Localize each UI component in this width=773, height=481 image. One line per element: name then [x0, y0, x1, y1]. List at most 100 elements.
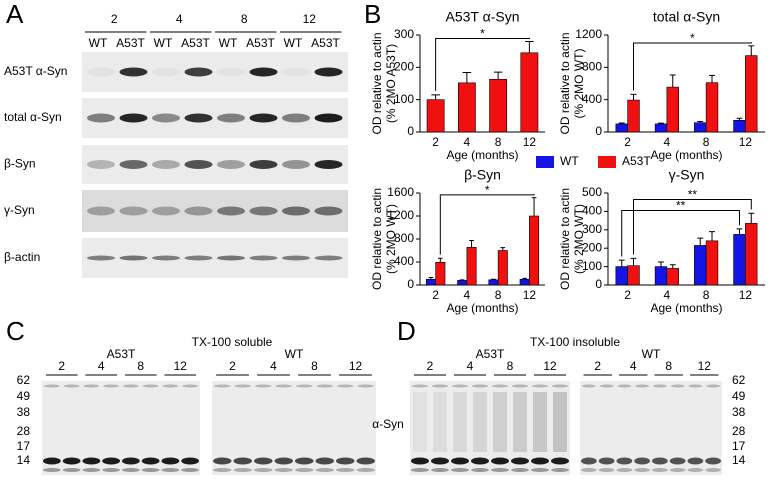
blot-band — [314, 113, 343, 123]
y-axis-label: OD relative to actin — [370, 32, 384, 134]
y-tick-label: 200 — [394, 60, 414, 74]
blot-band — [357, 384, 374, 388]
blot-band — [249, 160, 278, 169]
panel-label: B — [364, 0, 381, 29]
blot-band — [337, 384, 354, 388]
blot-band — [184, 113, 213, 123]
significance-label: * — [480, 27, 485, 41]
y-tick-label: 400 — [582, 92, 602, 106]
error-bar — [491, 278, 496, 280]
age-label: 2 — [427, 359, 434, 373]
blot-band — [43, 468, 61, 472]
group-label: A53T — [476, 347, 505, 361]
blot-band — [653, 384, 667, 388]
significance-label: ** — [676, 199, 686, 213]
age-label: 2 — [111, 12, 118, 26]
blot-band — [234, 384, 251, 388]
y-tick-label: 300 — [582, 222, 602, 236]
y-tick-label: 400 — [582, 204, 602, 218]
blot-band — [152, 113, 180, 123]
bar — [694, 122, 707, 133]
significance-label: ** — [688, 188, 698, 202]
bar — [627, 99, 640, 133]
blot-band — [296, 384, 313, 388]
blot-band — [431, 468, 449, 472]
blot-smear — [533, 392, 547, 452]
blot-band — [184, 67, 213, 77]
bar — [615, 123, 628, 133]
blot-band — [531, 468, 549, 472]
blot-band — [249, 255, 278, 261]
error-bar — [459, 279, 465, 281]
y-axis-label: (% 2MO WT) — [572, 49, 586, 119]
bar — [426, 99, 445, 133]
error-bar — [431, 94, 440, 100]
significance-label: * — [485, 183, 490, 197]
blot-band — [598, 468, 615, 472]
blot-band — [274, 468, 293, 472]
blot-band — [123, 384, 139, 388]
blot-band — [63, 384, 80, 388]
age-label: 12 — [174, 359, 188, 373]
mw-marker: 28 — [17, 424, 31, 438]
age-label: 2 — [594, 359, 601, 373]
error-bar — [437, 257, 443, 263]
significance-bracket — [621, 209, 740, 257]
blot-band — [44, 384, 60, 388]
lane-label: A53T — [181, 36, 210, 50]
y-tick-label: 0 — [407, 124, 414, 138]
y-tick-label: 400 — [394, 254, 414, 268]
row-label: β-actin — [4, 250, 40, 264]
blot-band — [282, 113, 310, 123]
y-axis-label: (% 2MO A53T) — [384, 44, 398, 123]
blot-band — [491, 457, 509, 465]
blot-smear — [433, 392, 447, 452]
blot-band — [152, 206, 180, 216]
mw-marker: 14 — [17, 453, 31, 467]
lane-label: A53T — [116, 36, 145, 50]
bar — [705, 240, 719, 286]
blot-band — [254, 468, 273, 472]
blot-smear — [473, 392, 487, 452]
error-bar — [522, 277, 528, 280]
blot-band — [616, 457, 633, 465]
y-axis-label: (% 2MO WT) — [384, 204, 398, 274]
error-bar — [697, 237, 704, 246]
blot-band — [217, 206, 245, 216]
blot-band — [82, 457, 101, 465]
protein-label: α-Syn — [372, 417, 404, 431]
x-tick-label: 8 — [495, 288, 502, 302]
y-axis-label: OD relative to actin — [558, 188, 572, 290]
age-label: 8 — [241, 12, 248, 26]
age-label: 12 — [698, 359, 712, 373]
blot-band — [491, 468, 509, 472]
blot-band — [411, 468, 429, 472]
error-bar — [697, 120, 704, 123]
mw-marker: 17 — [17, 439, 31, 453]
error-bar — [709, 231, 715, 241]
blot-band — [184, 206, 213, 216]
legend-label: WT — [560, 154, 579, 168]
blot-band — [315, 457, 334, 465]
blot-band — [87, 206, 115, 216]
blot-smear — [453, 392, 467, 452]
age-label: 4 — [176, 12, 183, 26]
age-label: 8 — [665, 359, 672, 373]
mw-marker: 49 — [732, 389, 746, 403]
blot-band — [254, 457, 273, 465]
panel-label: A — [6, 0, 24, 29]
blot-band — [314, 206, 343, 216]
blot-band — [162, 384, 179, 388]
blot-band — [282, 206, 310, 216]
blot-band — [669, 468, 686, 472]
lane-label: WT — [89, 36, 108, 50]
error-bar — [630, 93, 637, 101]
significance-bracket — [633, 198, 752, 255]
blot-band — [669, 457, 686, 465]
blot-smear — [513, 392, 527, 452]
error-bar — [493, 71, 503, 80]
age-label: 2 — [229, 359, 236, 373]
bar — [615, 266, 628, 286]
x-tick-label: 4 — [664, 288, 671, 302]
